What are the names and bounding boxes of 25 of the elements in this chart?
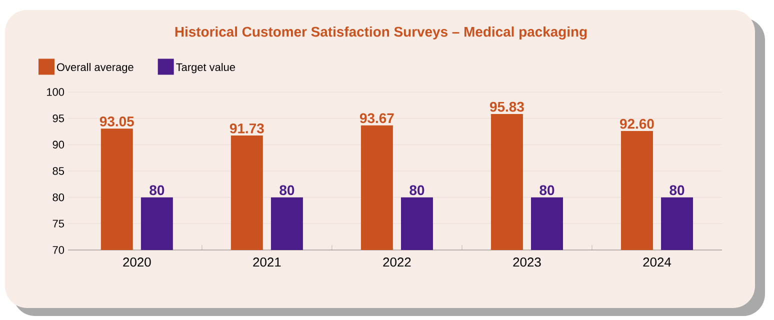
- y-tick-label: 100: [47, 88, 64, 96]
- data-label: 93.05: [100, 116, 134, 126]
- data-label: 92.60: [620, 118, 654, 129]
- y-tick-label: 90: [52, 140, 64, 149]
- y-tick-label: 85: [52, 167, 64, 175]
- x-tick-label: 2022: [383, 258, 411, 267]
- data-label: 95.83: [490, 102, 524, 112]
- x-tick-label: 2020: [123, 258, 151, 267]
- data-label: 80: [540, 185, 554, 196]
- data-label: 93.67: [360, 113, 394, 124]
- y-tick-label: 75: [52, 220, 64, 228]
- y-tick-label: 80: [52, 193, 64, 202]
- y-tick-label: 95: [52, 114, 64, 122]
- data-label: 80: [150, 185, 164, 196]
- data-label: 91.73: [230, 123, 264, 134]
- y-tick-label: 70: [52, 246, 64, 254]
- data-label: 80: [280, 185, 294, 196]
- chart-title: Historical Customer Satisfaction Surveys – Medical packaging: [175, 26, 587, 40]
- data-label: 80: [410, 185, 424, 196]
- x-tick-label: 2023: [513, 258, 541, 267]
- data-label: 80: [670, 185, 684, 196]
- legend-label: Overall average: [57, 63, 134, 74]
- x-tick-label: 2024: [643, 258, 672, 267]
- x-tick-label: 2021: [253, 258, 281, 267]
- legend-label: Target value: [176, 63, 236, 74]
